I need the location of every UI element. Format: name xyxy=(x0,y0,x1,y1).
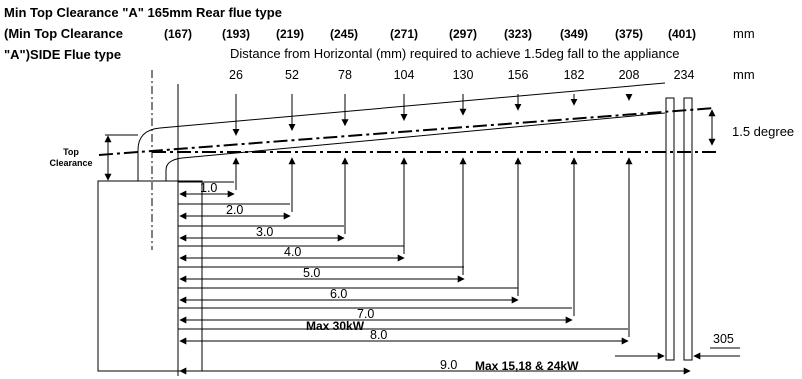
max-15-18-24kw-note: Max 15,18 & 24kW xyxy=(475,359,579,373)
fall-value: 130 xyxy=(453,68,474,82)
wall-inner-face xyxy=(665,97,675,361)
header-line-2: (Min Top Clearance xyxy=(4,26,123,41)
length-label: 6.0 xyxy=(330,287,347,301)
flue-pipe-bottom xyxy=(165,112,666,181)
top-clearance-label-1: Top xyxy=(63,147,79,157)
wall-outer-face xyxy=(683,97,693,361)
side-clearance-row: (167) (193) (219) (245) (271) (297) (323) (349)… xyxy=(164,27,696,41)
header-line-1: Min Top Clearance "A" 165mm Rear flue ty… xyxy=(4,5,282,20)
length-label: 2.0 xyxy=(226,203,243,217)
max-30kw-note: Max 30kW xyxy=(306,319,365,333)
fall-value: 182 xyxy=(564,68,585,82)
length-dimensions: 1.0 2.0 3.0 4.05.0 6.0 7.0 8.0 9.0 xyxy=(178,181,691,375)
fall-value: 26 xyxy=(229,68,243,82)
side-clearance-value: (245) xyxy=(330,27,358,41)
fall-values-row: 26 52 78 104 130 156 182 208 234 xyxy=(229,68,694,82)
side-clearance-value: (349) xyxy=(560,27,588,41)
distance-note: Distance from Horizontal (mm) required t… xyxy=(230,46,679,61)
length-label: 4.0 xyxy=(284,245,301,259)
appliance-box xyxy=(97,180,203,372)
side-clearance-value: (401) xyxy=(668,27,696,41)
fall-value: 52 xyxy=(285,68,299,82)
side-clearance-value: (271) xyxy=(390,27,418,41)
flue-pipe-top xyxy=(137,82,666,181)
length-label: 1.0 xyxy=(200,181,217,195)
length-label: 7.0 xyxy=(357,307,374,321)
unit-mm-top: mm xyxy=(733,26,755,41)
side-clearance-value: (323) xyxy=(504,27,532,41)
header-line-3: "A")SIDE Flue type xyxy=(4,47,121,62)
fall-value: 208 xyxy=(619,68,640,82)
length-label: 8.0 xyxy=(370,328,387,342)
wall-thickness-label: 305 xyxy=(713,332,734,346)
length-label: 3.0 xyxy=(256,225,273,239)
angle-label: 1.5 degree xyxy=(732,124,794,139)
side-clearance-value: (193) xyxy=(222,27,250,41)
fall-arrows xyxy=(232,93,633,337)
flue-centerline xyxy=(98,107,716,156)
fall-value: 104 xyxy=(394,68,415,82)
fall-value: 156 xyxy=(508,68,529,82)
fall-value: 234 xyxy=(674,68,695,82)
side-clearance-value: (375) xyxy=(615,27,643,41)
unit-mm-bottom: mm xyxy=(733,67,755,82)
side-clearance-value: (297) xyxy=(449,27,477,41)
side-clearance-value: (219) xyxy=(276,27,304,41)
length-label: 9.0 xyxy=(440,358,457,372)
fall-value: 78 xyxy=(338,68,352,82)
length-label: 5.0 xyxy=(303,266,320,280)
side-clearance-value: (167) xyxy=(164,27,192,41)
top-clearance-label-2: Clearance xyxy=(49,158,92,168)
